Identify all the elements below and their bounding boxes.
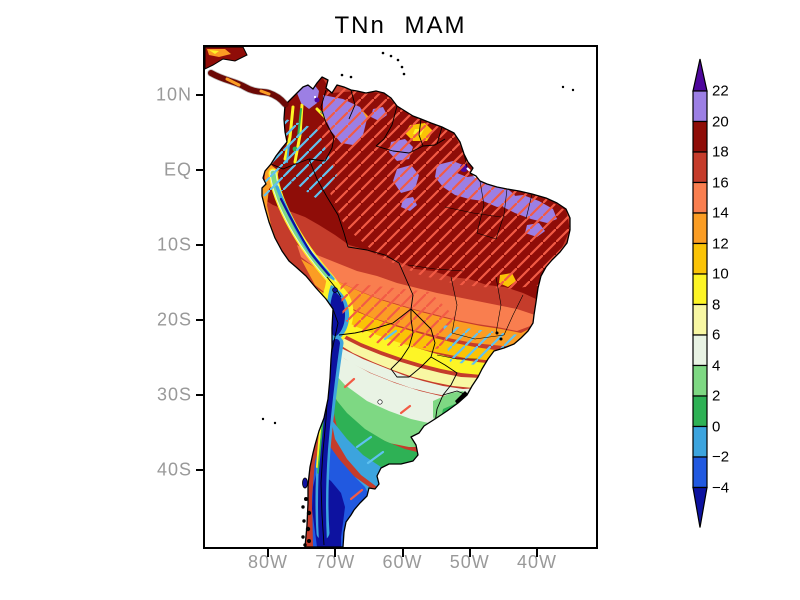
- y-tick-label: 10N: [120, 85, 192, 106]
- y-tick-mark: [196, 94, 205, 96]
- colorbar-label: −2: [712, 449, 756, 466]
- y-tick-label: EQ: [120, 160, 192, 181]
- colorbar-segment: [693, 152, 707, 183]
- y-tick-label: 30S: [120, 385, 192, 406]
- colorbar-label: 20: [712, 113, 756, 130]
- colorbar-segment: [693, 213, 707, 244]
- colorbar-segment: [693, 122, 707, 153]
- colorbar: 2220181614121086420−2−4: [692, 58, 782, 530]
- colorbar-segment: [693, 183, 707, 214]
- colorbar-label: 0: [712, 418, 756, 435]
- colorbar-segment: [693, 366, 707, 397]
- colorbar-label: 12: [712, 235, 756, 252]
- x-tick-mark: [402, 549, 404, 557]
- colorbar-segment: [693, 274, 707, 305]
- y-tick-label: 40S: [120, 460, 192, 481]
- colorbar-segment: [693, 427, 707, 458]
- colorbar-label: 10: [712, 266, 756, 283]
- colorbar-arrow-bottom: [693, 488, 707, 528]
- colorbar-segment: [693, 244, 707, 275]
- central-america: [205, 47, 285, 104]
- colorbar-label: 6: [712, 327, 756, 344]
- x-tick-mark: [267, 549, 269, 557]
- colorbar-segment: [693, 396, 707, 427]
- colorbar-label: 8: [712, 296, 756, 313]
- y-tick-mark: [196, 244, 205, 246]
- colorbar-label: 2: [712, 388, 756, 405]
- south-america-map: [205, 47, 596, 547]
- colorbar-segment: [693, 457, 707, 488]
- colorbar-label: 18: [712, 144, 756, 161]
- colorbar-segment: [693, 91, 707, 122]
- colorbar-segment: [693, 305, 707, 336]
- colorbar-segment: [693, 335, 707, 366]
- colorbar-label: 16: [712, 174, 756, 191]
- x-tick-mark: [536, 549, 538, 557]
- plot-title: TNn MAM: [205, 12, 596, 40]
- y-tick-label: 10S: [120, 235, 192, 256]
- colorbar-label: 4: [712, 357, 756, 374]
- y-tick-label: 20S: [120, 310, 192, 331]
- colorbar-arrow-top: [693, 59, 707, 91]
- y-tick-mark: [196, 394, 205, 396]
- y-tick-mark: [196, 319, 205, 321]
- colorbar-label: 14: [712, 205, 756, 222]
- y-tick-mark: [196, 469, 205, 471]
- colorbar-label: −4: [712, 479, 756, 496]
- figure-canvas: TNn MAM: [0, 0, 800, 600]
- colorbar-svg: [692, 58, 708, 530]
- x-tick-mark: [334, 549, 336, 557]
- colorbar-label: 22: [712, 83, 756, 100]
- y-tick-mark: [196, 169, 205, 171]
- x-tick-mark: [469, 549, 471, 557]
